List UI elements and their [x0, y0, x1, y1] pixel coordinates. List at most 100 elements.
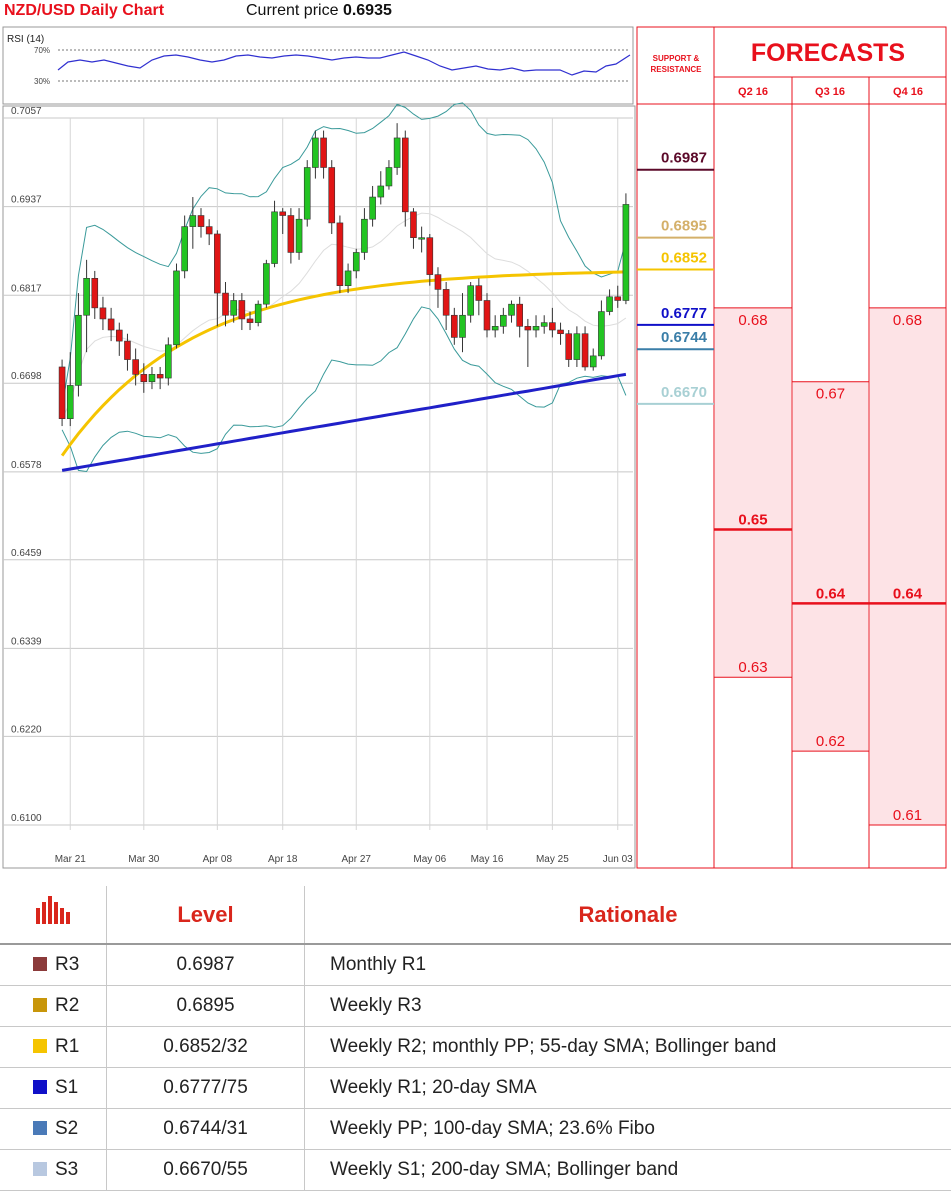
candle-body — [304, 167, 310, 219]
x-tick-label: May 25 — [536, 854, 569, 865]
candle-body — [133, 360, 139, 375]
rsi-label: RSI (14) — [7, 34, 44, 45]
candle-body — [337, 223, 343, 286]
level-rationale: Weekly R2; monthly PP; 55-day SMA; Bolli… — [305, 1027, 951, 1068]
level-color-swatch — [33, 998, 47, 1012]
candle-body — [574, 334, 580, 360]
level-name: R2 — [55, 995, 79, 1016]
level-name: S2 — [55, 1118, 78, 1139]
level-name-cell: R1 — [0, 1027, 107, 1068]
y-tick-label: 0.6817 — [11, 283, 42, 294]
level-name: R1 — [55, 1036, 79, 1057]
x-tick-label: May 06 — [413, 854, 446, 865]
candle-body — [198, 216, 204, 227]
forecast-low-value: 0.63 — [738, 659, 767, 676]
candle-body — [288, 216, 294, 253]
candle-body — [353, 252, 359, 270]
candle-body — [607, 297, 613, 312]
candle-body — [231, 300, 237, 315]
candle-body — [549, 323, 555, 330]
candle-body — [182, 227, 188, 271]
candle-body — [247, 319, 253, 323]
rsi-panel — [3, 27, 633, 104]
candle-body — [116, 330, 122, 341]
candle-body — [370, 197, 376, 219]
candle-body — [165, 345, 171, 378]
candle-body — [394, 138, 400, 168]
main-chart-frame — [3, 106, 635, 868]
table-header-row: Level Rationale — [0, 886, 951, 944]
candle-body — [484, 300, 490, 330]
level-rationale: Monthly R1 — [305, 944, 951, 986]
sr-label-1: SUPPORT & — [653, 54, 700, 63]
rationale-header: Rationale — [305, 886, 951, 944]
candle-body — [345, 271, 351, 286]
candle-body — [410, 212, 416, 238]
forecast-range — [870, 308, 945, 825]
level-rationale: Weekly S1; 200-day SMA; Bollinger band — [305, 1150, 951, 1191]
nzdusd-chart: RSI (14) 70% 30% 0.70570.69370.68170.669… — [0, 0, 951, 872]
level-rationale: Weekly PP; 100-day SMA; 23.6% Fibo — [305, 1109, 951, 1150]
y-tick-label: 0.6937 — [11, 195, 42, 206]
level-header: Level — [107, 886, 305, 944]
candle-body — [451, 315, 457, 337]
level-value: 0.6987 — [107, 944, 305, 986]
level-name-cell: R2 — [0, 986, 107, 1027]
level-rationale: Weekly R1; 20-day SMA — [305, 1068, 951, 1109]
candle-body — [566, 334, 572, 360]
level-name-cell: S2 — [0, 1109, 107, 1150]
candle-body — [419, 238, 425, 240]
x-tick-label: May 16 — [471, 854, 504, 865]
level-value: 0.6895 — [107, 986, 305, 1027]
table-chart-icon-cell — [0, 886, 107, 944]
candle-body — [67, 385, 73, 418]
candle-body — [190, 216, 196, 227]
candle-body — [108, 319, 114, 330]
forecast-range — [793, 382, 868, 751]
candle-body — [255, 304, 261, 322]
candle-body — [149, 374, 155, 381]
candle-body — [427, 238, 433, 275]
candle-body — [312, 138, 318, 168]
candle-body — [272, 212, 278, 264]
level-name: S3 — [55, 1159, 78, 1180]
candle-body — [214, 234, 220, 293]
forecast-mid-value: 0.64 — [893, 585, 923, 602]
level-color-swatch — [33, 1039, 47, 1053]
level-color-swatch — [33, 1080, 47, 1094]
candle-body — [100, 308, 106, 319]
candle-body — [124, 341, 130, 359]
candle-body — [459, 315, 465, 337]
level-value: 0.6744/31 — [107, 1109, 305, 1150]
candle-body — [92, 278, 98, 308]
forecast-col-q2: Q2 16 — [738, 86, 768, 98]
candle-body — [492, 326, 498, 330]
level-color-swatch — [33, 1121, 47, 1135]
candle-body — [476, 286, 482, 301]
y-tick-label: 0.6220 — [11, 724, 42, 735]
level-name: R3 — [55, 954, 79, 975]
candle-body — [558, 330, 564, 334]
candle-body — [533, 326, 539, 330]
x-tick-label: Mar 30 — [128, 854, 160, 865]
level-color-swatch — [33, 1162, 47, 1176]
level-value: 0.6670/55 — [107, 1150, 305, 1191]
y-tick-label: 0.6578 — [11, 460, 42, 471]
x-tick-label: Apr 08 — [203, 854, 233, 865]
candle-body — [500, 315, 506, 326]
candle-body — [84, 278, 90, 315]
forecast-high-value: 0.68 — [738, 312, 767, 329]
level-rationale: Weekly R3 — [305, 986, 951, 1027]
x-tick-label: Apr 27 — [342, 854, 372, 865]
candle-body — [75, 315, 81, 385]
candle-body — [141, 374, 147, 381]
sr-value: 0.6744 — [661, 329, 708, 346]
candle-body — [206, 227, 212, 234]
candle-body — [173, 271, 179, 345]
candle-body — [59, 367, 65, 419]
